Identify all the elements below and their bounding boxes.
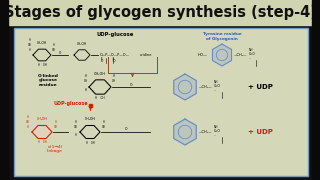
Text: O          O: O O [101,60,116,64]
Text: CH₂OH: CH₂OH [37,41,47,45]
Text: ...: ... [214,88,217,92]
Text: linkage: linkage [47,149,63,153]
Text: ...: ... [249,56,252,60]
Text: NH: NH [214,125,219,129]
Text: O: O [130,82,132,87]
Text: CH₂OH: CH₂OH [77,42,87,46]
Bar [89,104,92,107]
Text: C=O: C=O [214,129,221,133]
Text: HO—: HO— [198,53,208,57]
Text: ‖          ‖: ‖ ‖ [101,57,114,60]
Text: NH: NH [249,48,253,52]
Text: H
OH: H OH [112,74,116,83]
FancyBboxPatch shape [14,28,308,176]
Text: H: H [75,133,77,137]
Text: CH₂OH: CH₂OH [36,117,47,121]
Text: O-linked: O-linked [37,74,59,78]
Text: H
OH: H OH [102,120,106,129]
Text: H    OH: H OH [95,96,105,100]
Text: Stages of glycogen synthesis (step-4): Stages of glycogen synthesis (step-4) [4,6,316,21]
Bar [312,0,320,180]
Text: H    OH: H OH [38,63,46,67]
Text: UDP-glucose: UDP-glucose [53,102,88,107]
Text: C=O: C=O [249,52,256,56]
Text: glucose: glucose [38,78,58,82]
Text: —CH₂—: —CH₂— [199,85,212,89]
Bar [0,0,8,180]
Text: CH₂OH: CH₂OH [94,72,106,76]
Text: H
OH: H OH [84,74,88,83]
Polygon shape [174,74,196,100]
Text: —CH₂—: —CH₂— [199,130,212,134]
Text: O—P—O—P—O—: O—P—O—P—O— [100,53,130,57]
Text: α(1→4): α(1→4) [47,145,63,149]
Text: + UDP: + UDP [248,129,273,135]
Text: H: H [85,88,87,92]
Text: Tyrosine residue
of Glycogenin: Tyrosine residue of Glycogenin [203,32,241,41]
Text: NH: NH [214,80,219,84]
Text: H
OH: H OH [52,43,56,52]
Text: H
OH
H: H OH H [26,115,30,129]
Text: uridine: uridine [140,53,152,57]
Text: C=O: C=O [214,84,221,88]
Text: UDP-glucose: UDP-glucose [96,32,134,37]
Text: H
OH: H OH [74,120,78,129]
Text: H    OH: H OH [86,141,94,145]
Text: H    OH: H OH [38,140,46,144]
Text: ...: ... [214,133,217,137]
Text: H
OH
H: H OH H [28,38,32,52]
Bar [8,0,312,25]
Text: H
OH: H OH [54,120,58,129]
Polygon shape [174,119,196,145]
Text: O: O [59,51,61,55]
Text: O: O [125,127,127,132]
Text: —CH₂—: —CH₂— [234,53,247,57]
Text: residue: residue [39,83,57,87]
Polygon shape [32,125,52,138]
Polygon shape [212,44,232,66]
Text: CH₂OH: CH₂OH [84,117,95,121]
Text: + UDP: + UDP [248,84,273,90]
